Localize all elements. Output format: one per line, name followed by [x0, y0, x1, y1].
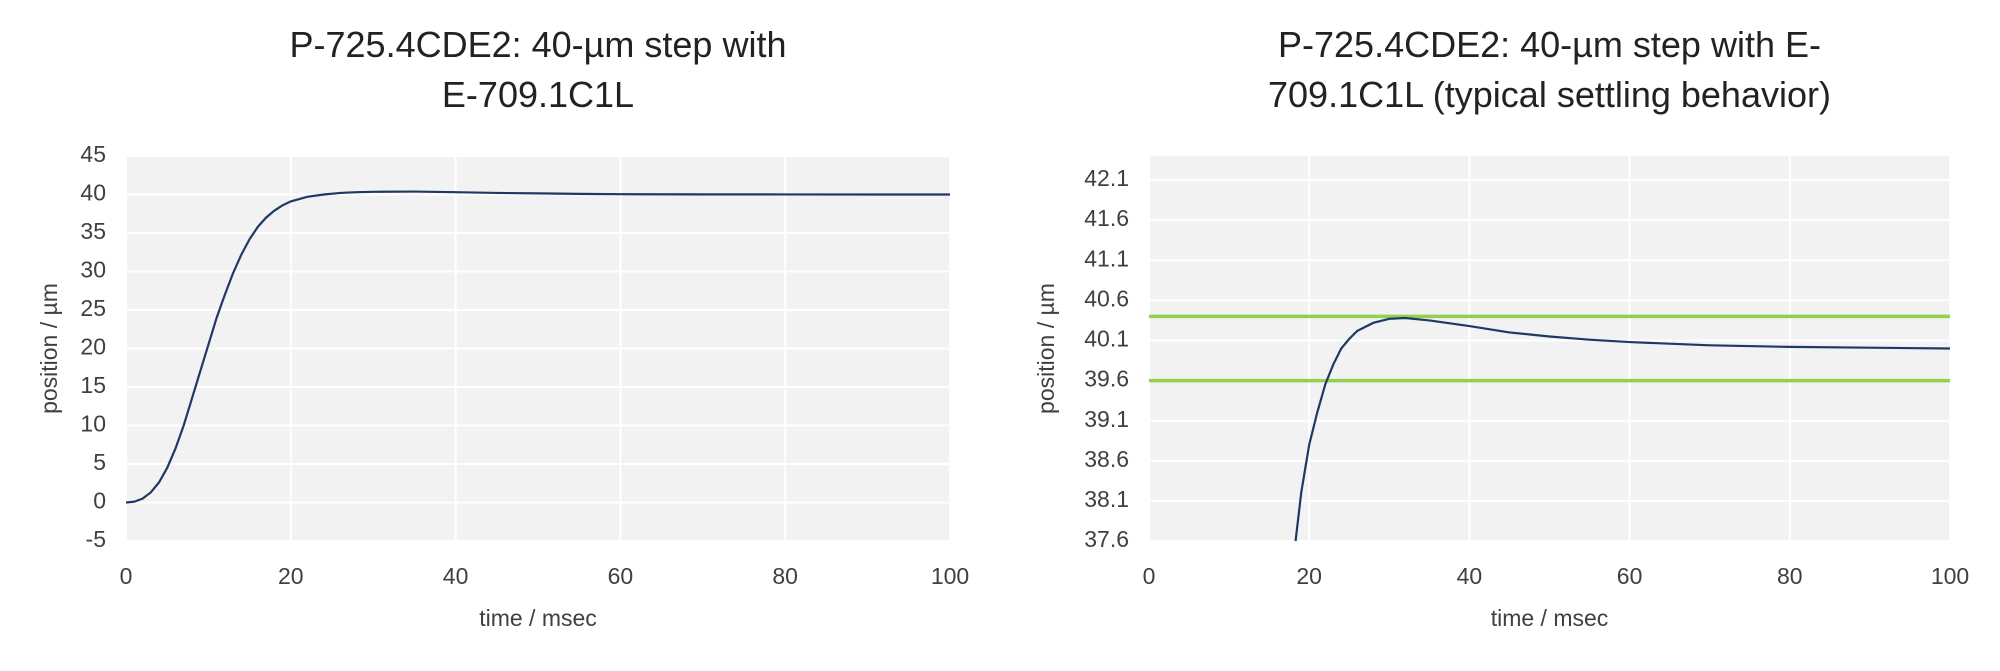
y-tick-label: 20: [80, 334, 106, 360]
y-tick-label: 5: [93, 449, 106, 475]
y-tick-label: 30: [80, 257, 106, 283]
y-axis-title: position / µm: [1033, 283, 1059, 414]
x-tick-label: 100: [931, 563, 969, 589]
x-tick-label: 60: [608, 563, 634, 589]
x-tick-label: 0: [1143, 563, 1156, 589]
y-tick-label: -5: [86, 526, 106, 552]
chart-title: P-725.4CDE2: 40-µm step with E-709.1C1L …: [1268, 24, 1831, 115]
series-line: [126, 190, 950, 504]
y-tick-label: 39.6: [1084, 366, 1129, 392]
x-axis-title: time / msec: [1491, 605, 1609, 631]
y-tick-label: 25: [80, 295, 106, 321]
x-tick-label: 60: [1617, 563, 1643, 589]
x-tick-label: 80: [1777, 563, 1803, 589]
y-tick-label: 35: [80, 218, 106, 244]
y-tick-label: 42.1: [1084, 165, 1129, 191]
y-tick-label: 40: [80, 180, 106, 206]
x-tick-label: 0: [120, 563, 133, 589]
y-tick-label: 39.1: [1084, 406, 1129, 432]
y-tick-label: 40.6: [1084, 285, 1129, 311]
y-axis-title: position / µm: [36, 283, 62, 414]
y-tick-label: 41.1: [1084, 245, 1129, 271]
x-tick-label: 40: [443, 563, 469, 589]
y-tick-label: 37.6: [1084, 526, 1129, 552]
y-tick-label: 38.6: [1084, 446, 1129, 472]
y-tick-label: 0: [93, 488, 106, 514]
y-tick-label: 41.6: [1084, 205, 1129, 231]
x-tick-label: 80: [772, 563, 798, 589]
y-tick-label: 38.1: [1084, 486, 1129, 512]
x-tick-label: 40: [1457, 563, 1483, 589]
y-tick-label: 45: [80, 141, 106, 167]
plot-area: [1149, 156, 1950, 541]
x-tick-label: 20: [278, 563, 304, 589]
y-tick-label: 10: [80, 411, 106, 437]
x-axis-title: time / msec: [479, 605, 597, 631]
x-tick-label: 100: [1931, 563, 1969, 589]
chart-title: P-725.4CDE2: 40-µm step with E-709.1C1L: [289, 24, 787, 115]
y-tick-label: 40.1: [1084, 326, 1129, 352]
y-tick-label: 15: [80, 372, 106, 398]
series-line: [1294, 316, 1950, 542]
x-tick-label: 20: [1296, 563, 1322, 589]
